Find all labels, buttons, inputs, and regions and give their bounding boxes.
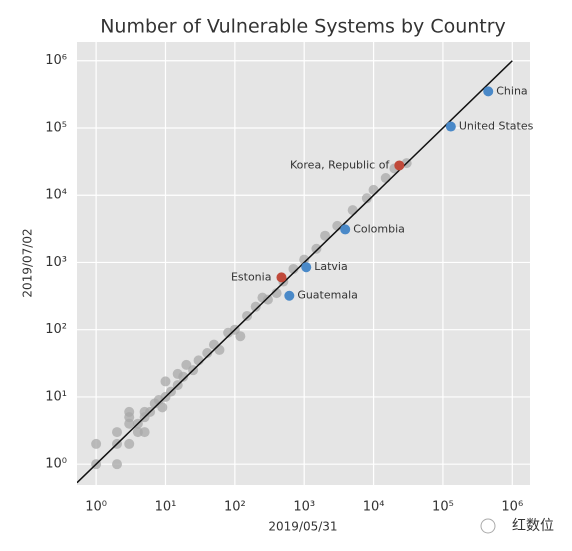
y-tick-label: 10⁰ [45, 457, 67, 472]
x-tick-label: 10⁰ [85, 500, 107, 515]
point [299, 254, 310, 265]
point [368, 184, 379, 195]
x-tick-label: 10¹ [155, 500, 177, 515]
point [124, 438, 135, 449]
point [124, 412, 135, 423]
point [157, 402, 168, 413]
point [361, 193, 372, 204]
y-tick-label: 10³ [45, 255, 67, 270]
point [202, 348, 213, 359]
point-label: Guatemala [297, 289, 358, 302]
y-tick-label: 10⁵ [45, 120, 67, 135]
point [91, 438, 102, 449]
x-tick-label: 10⁴ [363, 500, 385, 515]
point [235, 331, 246, 342]
highlighted-point [301, 262, 312, 273]
point [214, 344, 225, 355]
y-tick-label: 10² [45, 322, 67, 337]
x-axis-label: 2019/05/31 [268, 520, 337, 534]
watermark: 红数位 [512, 518, 554, 534]
point-label: Colombia [353, 222, 405, 235]
point [250, 301, 261, 312]
highlighted-point [483, 86, 494, 97]
point [380, 173, 391, 184]
point-label: United States [459, 120, 534, 133]
reference-line [77, 60, 513, 484]
point [262, 294, 273, 305]
highlighted-point [276, 272, 287, 283]
watermark-icon [480, 518, 496, 534]
x-tick-label: 10⁵ [432, 500, 454, 515]
y-tick-label: 10⁴ [45, 188, 67, 203]
point [181, 359, 192, 370]
point [112, 427, 123, 438]
point [242, 310, 253, 321]
point [139, 427, 150, 438]
highlighted-point [284, 290, 295, 301]
point-label: Estonia [231, 270, 272, 283]
y-tick-label: 10¹ [45, 389, 67, 404]
chart-title: Number of Vulnerable Systems by Country [100, 16, 506, 38]
y-axis-label: 2019/07/02 [21, 228, 35, 297]
point-label: Korea, Republic of [290, 158, 390, 171]
point [311, 243, 322, 254]
point [112, 459, 123, 470]
x-tick-label: 10² [224, 500, 246, 515]
point [178, 371, 189, 382]
x-tick-label: 10⁶ [501, 500, 523, 515]
highlighted-point [340, 224, 351, 235]
y-tick-label: 10⁶ [45, 53, 67, 68]
point-label: China [496, 84, 527, 97]
point-label: Latvia [314, 260, 348, 273]
point [347, 205, 358, 216]
point [160, 376, 171, 387]
highlighted-point [445, 121, 456, 132]
x-tick-label: 10³ [293, 500, 315, 515]
highlighted-point [394, 160, 405, 171]
point [320, 230, 331, 241]
